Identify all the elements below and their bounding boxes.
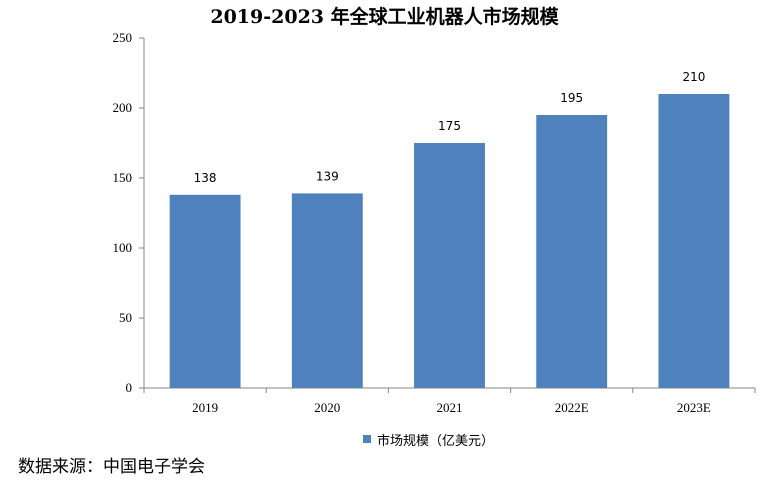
- data-labels: 138 139 175 195 210: [194, 70, 706, 185]
- y-tick-label: 200: [113, 100, 133, 115]
- bar: [169, 194, 241, 388]
- bar: [658, 94, 730, 388]
- bar: [414, 143, 485, 388]
- y-tick-label: 50: [119, 310, 132, 325]
- y-tick-label: 150: [113, 170, 133, 185]
- y-tick-label: 0: [126, 380, 133, 395]
- legend-swatch: [363, 435, 371, 443]
- x-tick-label: 2023E: [677, 400, 711, 415]
- x-tick-label: 2020: [314, 400, 340, 415]
- bar: [536, 115, 608, 388]
- y-axis: 0 50 100 150 200 250: [113, 30, 145, 395]
- y-tick-label: 250: [113, 30, 133, 45]
- x-tick-label: 2021: [437, 400, 463, 415]
- data-label: 210: [682, 70, 705, 84]
- x-tick-label: 2019: [192, 400, 218, 415]
- bar-series: [169, 94, 730, 388]
- x-tick-label: 2022E: [555, 400, 589, 415]
- x-axis: 2019 2020 2021 2022E 2023E: [143, 387, 756, 415]
- data-label: 175: [438, 119, 461, 133]
- legend-label: 市场规模（亿美元）: [377, 433, 495, 449]
- chart-title: 2019-2023 年全球工业机器人市场规模: [210, 6, 559, 28]
- data-label: 138: [194, 171, 217, 185]
- source-note: 数据来源：中国电子学会: [18, 457, 205, 477]
- bar: [291, 193, 363, 388]
- y-tick-label: 100: [113, 240, 133, 255]
- legend: 市场规模（亿美元）: [363, 430, 495, 449]
- data-label: 195: [560, 91, 583, 105]
- data-label: 139: [316, 169, 339, 183]
